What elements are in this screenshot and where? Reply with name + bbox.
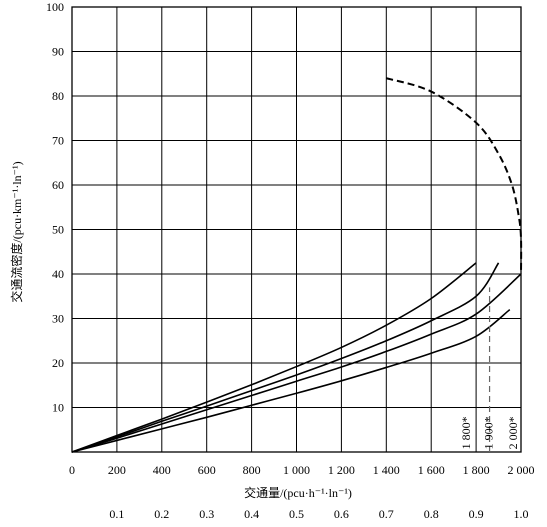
secondary-x-tick-label: 0.3 [199,507,214,521]
x-tick-label: 1 200 [328,463,355,477]
x-tick-label: 1 800 [463,463,490,477]
secondary-x-tick-label: 0.6 [334,507,349,521]
curve-label: 1 800* [459,416,473,449]
curve-label: 2 000* [506,416,520,449]
y-tick-label: 90 [52,45,64,59]
y-tick-label: 40 [52,267,64,281]
x-tick-labels: 0 200 400 600 800 1 000 1 200 1 400 1 600 1 800 2 … [69,463,535,477]
x-tick-label: 200 [108,463,126,477]
plot-frame [71,6,522,453]
series [71,77,523,453]
secondary-x-tick-label: 1.0 [514,507,529,521]
series-line-3 [71,273,522,453]
x-tick-label: 1 400 [373,463,400,477]
x-tick-label: 1 600 [418,463,445,477]
y-tick-label: 100 [46,0,64,14]
y-tick-labels: 10 20 30 40 50 60 70 80 90 100 [46,0,64,415]
x-tick-label: 0 [69,463,75,477]
y-tick-label: 80 [52,89,64,103]
x-tick-label: 800 [243,463,261,477]
curve-label: 1 900* [482,416,496,449]
secondary-x-tick-label: 0.8 [424,507,439,521]
secondary-x-tick-label: 0.4 [244,507,259,521]
curve-annotations: 1 800* 1 900* 2 000* [459,416,520,449]
y-tick-label: 70 [52,134,64,148]
y-tick-label: 30 [52,312,64,326]
x-tick-label: 600 [198,463,216,477]
grid [71,6,522,453]
series-line-4 [71,308,511,453]
secondary-x-tick-label: 0.5 [289,507,304,521]
x-tick-label: 400 [153,463,171,477]
secondary-x-tick-label: 0.7 [379,507,394,521]
series-line-1 [71,262,477,453]
secondary-x-tick-label: 0.9 [469,507,484,521]
y-tick-label: 10 [52,401,64,415]
secondary-x-tick-labels: 0.1 0.2 0.3 0.4 0.5 0.6 0.7 0.8 0.9 1.0 [109,507,528,521]
x-tick-label: 1 000 [283,463,310,477]
y-axis-title: 交通流密度/(pcu·km⁻¹·ln⁻¹) [9,161,24,302]
secondary-x-tick-label: 0.2 [154,507,169,521]
y-tick-label: 20 [52,356,64,370]
x-tick-label: 2 000 [508,463,535,477]
y-tick-label: 50 [52,223,64,237]
secondary-x-tick-label: 0.1 [109,507,124,521]
series-dashed-boundary [386,77,523,275]
x-axis-title: 交通量/(pcu·h⁻¹·ln⁻¹) [244,485,352,500]
y-tick-label: 60 [52,178,64,192]
series-line-2 [71,262,500,453]
